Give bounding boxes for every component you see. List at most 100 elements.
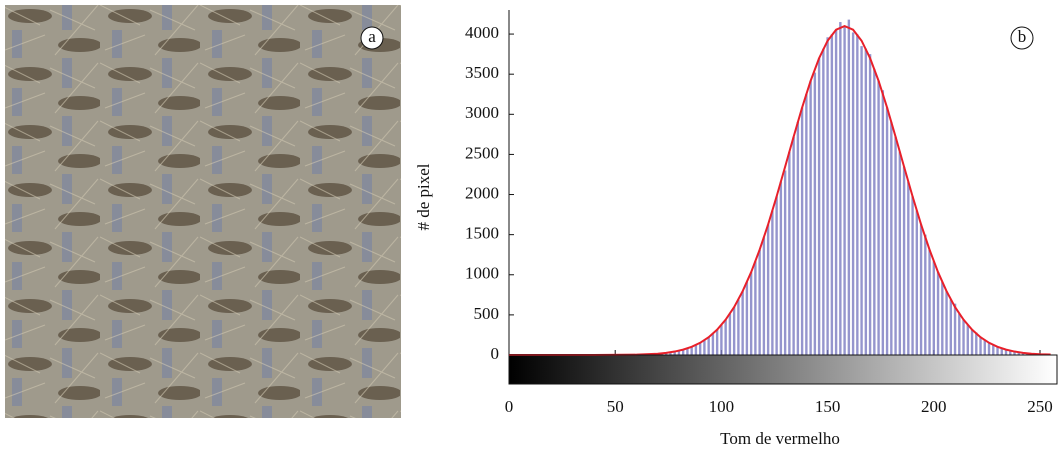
bar — [915, 210, 919, 355]
bar — [677, 350, 681, 355]
bar — [936, 272, 940, 355]
bar — [894, 136, 897, 355]
bar — [898, 151, 902, 355]
bar — [826, 37, 829, 356]
y-tick-label: 2000 — [465, 183, 499, 202]
panel-label: a — [368, 27, 376, 46]
bar — [945, 291, 948, 355]
x-tick-label: 250 — [1027, 397, 1053, 416]
bar — [1000, 348, 1003, 355]
bar — [881, 90, 885, 356]
bar — [843, 26, 846, 356]
bar — [919, 224, 923, 355]
y-tick-label: 3500 — [465, 63, 499, 82]
bar — [996, 346, 999, 355]
bar — [941, 282, 944, 355]
bar — [953, 303, 957, 355]
bar — [783, 170, 787, 355]
bar — [728, 313, 732, 355]
bar — [928, 249, 931, 355]
bar — [766, 224, 770, 355]
y-tick-label: 3000 — [465, 103, 499, 122]
bar — [788, 151, 791, 355]
bar — [1021, 352, 1025, 355]
bar — [711, 333, 715, 355]
x-tick-label: 150 — [815, 397, 841, 416]
bar — [809, 80, 812, 356]
bar — [703, 340, 706, 355]
bar — [694, 344, 698, 355]
bar — [749, 272, 753, 355]
bar — [775, 196, 778, 355]
y-tick-label: 500 — [474, 304, 500, 323]
bar — [962, 319, 965, 355]
bar — [890, 121, 893, 356]
bar — [864, 48, 868, 356]
fit-curve — [509, 24, 1051, 356]
bar — [737, 299, 740, 355]
bar — [754, 261, 757, 355]
bar — [958, 313, 961, 355]
y-tick-label: 1500 — [465, 224, 499, 243]
y-tick-label: 4000 — [465, 23, 499, 42]
bar — [669, 352, 672, 355]
bar — [851, 32, 855, 355]
bar — [949, 299, 952, 355]
bar — [907, 181, 910, 355]
bar — [1009, 350, 1012, 355]
bar — [873, 68, 876, 356]
bar — [822, 48, 825, 356]
bar — [992, 344, 995, 355]
bar — [975, 332, 978, 355]
bar — [681, 349, 685, 355]
bar — [715, 329, 719, 355]
bar — [758, 249, 761, 355]
y-axis-label: # de pixel — [414, 163, 433, 230]
bar — [924, 234, 927, 355]
bar — [902, 166, 906, 355]
bar — [979, 337, 982, 355]
color-scale — [508, 354, 1058, 385]
bar — [966, 324, 969, 355]
bar — [830, 34, 834, 356]
x-tick-label: 100 — [709, 397, 735, 416]
bar — [987, 342, 991, 355]
photo — [5, 5, 401, 418]
bar — [817, 58, 821, 356]
bar — [720, 324, 723, 355]
y-tick-label: 0 — [491, 344, 500, 363]
bar — [724, 319, 727, 355]
bar — [686, 348, 689, 355]
x-tick-label: 50 — [607, 397, 624, 416]
bar — [745, 282, 749, 355]
panel-badge — [1010, 26, 1034, 50]
bar — [885, 107, 889, 355]
x-tick-label: 0 — [505, 397, 514, 416]
bar — [796, 121, 800, 356]
bar — [771, 210, 774, 355]
bar — [792, 136, 795, 355]
bar — [779, 181, 783, 355]
bar — [834, 29, 838, 355]
panel-badge — [360, 26, 384, 50]
bar — [1004, 349, 1008, 355]
bar — [698, 342, 702, 355]
bar — [970, 329, 974, 355]
bar — [690, 346, 693, 355]
bar — [741, 291, 744, 355]
bar — [847, 19, 851, 356]
bar — [839, 22, 842, 356]
y-tick-label: 2500 — [465, 143, 499, 162]
bar — [877, 80, 880, 356]
bar — [813, 72, 817, 356]
panel-label: b — [1018, 27, 1027, 46]
bar — [762, 237, 766, 355]
bar — [868, 54, 872, 356]
bar — [800, 107, 804, 355]
y-tick-label: 1000 — [465, 264, 499, 283]
bar — [664, 352, 668, 355]
x-axis-label: Tom de vermelho — [720, 429, 840, 448]
bar — [1017, 352, 1020, 355]
bar — [856, 34, 859, 356]
